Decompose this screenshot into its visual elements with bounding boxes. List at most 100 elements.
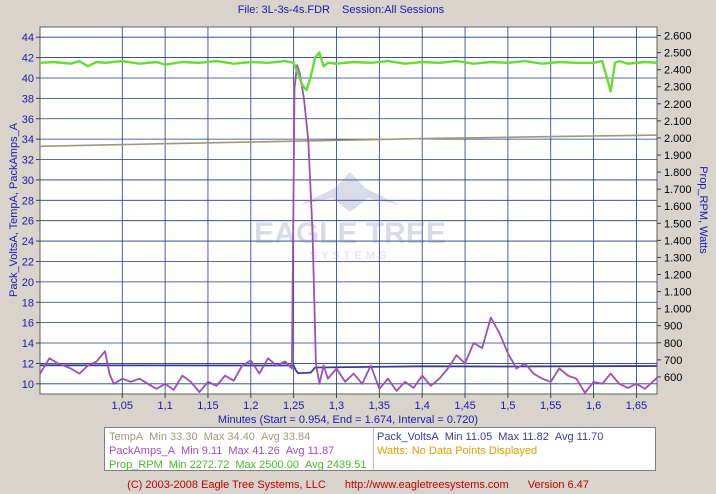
y-left-tick-label: 40 (22, 73, 34, 85)
y-left-tick-label: 10 (22, 379, 34, 391)
y-right-tick-label: 600 (664, 372, 682, 384)
y-right-tick-label: 1.700 (664, 184, 692, 196)
y-right-tick-label: 2.200 (664, 99, 692, 111)
x-tick-label: 1,45 (454, 400, 475, 412)
y-left-tick-label: 38 (22, 93, 34, 105)
legend-avg: Avg 2439.51 (304, 459, 367, 471)
legend-name: TempA (109, 431, 144, 443)
legend-name: Prop_RPM (109, 459, 163, 471)
y-right-tick-label: 1.200 (664, 270, 692, 282)
x-tick-label: 1,2 (243, 400, 258, 412)
grid (40, 27, 657, 394)
y-left-tick-label: 26 (22, 216, 34, 228)
y-right-tick-label: 1.000 (664, 304, 692, 316)
legend-item-pack-volts: Pack_VoltsA Min 11.05 Max 11.82 Avg 11.70 (377, 430, 609, 444)
y-right-tick-label: 2.100 (664, 116, 692, 128)
x-tick-label: 1,35 (369, 400, 390, 412)
legend-name: PackAmps_A (109, 445, 176, 457)
legend-left-column: TempA Min 33.30 Max 34.40 Avg 33.84 PackAmp… (109, 430, 373, 472)
y-right-tick-label: 1.500 (664, 218, 692, 230)
legend-item-prop-rpm: Prop_RPM Min 2272.72 Max 2500.00 Avg 2439.5… (109, 458, 373, 472)
y-left-tick-label: 20 (22, 277, 34, 289)
x-tick-label: 1,05 (112, 400, 133, 412)
y-right-tick-label: 2.500 (664, 48, 692, 60)
watermark: EAGLE TREE SYSTEMS (254, 172, 446, 262)
watermark-brand: EAGLE TREE (254, 217, 446, 250)
legend-item-packamps: PackAmps_A Min 9.11 Max 41.26 Avg 11.87 (109, 444, 373, 458)
y-right-tick-label: 1.800 (664, 167, 692, 179)
legend-item-watts: Watts: No Data Points Displayed (377, 444, 609, 458)
version: Version 6.47 (527, 479, 589, 491)
series-line-prop-rpm (39, 51, 658, 93)
y-axis-right-label: Prop_RPM, Watts (697, 166, 709, 254)
y-left-tick-label: 24 (22, 236, 34, 248)
x-tick-label: 1,6 (586, 400, 601, 412)
y-left-tick-label: 14 (22, 338, 34, 350)
y-left-tick-label: 42 (22, 53, 34, 65)
x-tick-label: 1,4 (415, 400, 430, 412)
legend-min: Min 33.30 (149, 431, 198, 443)
x-tick-label: 1,55 (540, 400, 561, 412)
legend-max: Max 41.26 (228, 445, 280, 457)
legend-name: Watts (377, 445, 405, 457)
legend-avg: Avg 11.70 (554, 431, 604, 443)
legend: TempA Min 33.30 Max 34.40 Avg 33.84 PackAmp… (104, 427, 656, 471)
y-left-tick-label: 32 (22, 155, 34, 167)
legend-min: Min 11.05 (444, 431, 493, 443)
y-axis-left-label: Pack_VoltsA, TempA, PackAmps_A (8, 122, 20, 297)
plot-area (39, 26, 658, 395)
website-link[interactable]: http://www.eagletreesystems.com (344, 479, 509, 491)
legend-item-tempa: TempA Min 33.30 Max 34.40 Avg 33.84 (109, 430, 373, 444)
footer: (C) 2003-2008 Eagle Tree Systems, LLC ht… (0, 478, 716, 492)
y-left-tick-label: 16 (22, 318, 34, 330)
y-left-tick-label: 36 (22, 114, 34, 126)
chart-header-file: File: 3L-3s-4s.FDR (238, 4, 330, 16)
legend-divider (373, 428, 374, 470)
y-left-tick-label: 30 (22, 175, 34, 187)
legend-min: Min 9.11 (181, 445, 223, 457)
legend-avg: Avg 11.87 (285, 445, 335, 457)
x-tick-label: 1,1 (157, 400, 172, 412)
y-left-tick-label: 28 (22, 195, 34, 207)
legend-right-column: Pack_VoltsA Min 11.05 Max 11.82 Avg 11.70 W… (377, 430, 609, 458)
legend-avg: Avg 33.84 (260, 431, 311, 443)
y-left-tick-label: 44 (22, 32, 34, 44)
chart-header-session: Session:All Sessions (342, 4, 445, 16)
y-right-tick-label: 800 (664, 338, 682, 350)
watermark-sub: SYSTEMS (310, 250, 391, 262)
legend-min: Min 2272.72 (168, 459, 230, 471)
y-right-tick-label: 2.400 (664, 65, 692, 77)
x-tick-label: 1,3 (329, 400, 344, 412)
y-right-tick-label: 1.900 (664, 150, 692, 162)
legend-max: Max 2500.00 (235, 459, 299, 471)
y-right-tick-label: 1.100 (664, 287, 692, 299)
y-right-tick-label: 2.600 (664, 31, 692, 43)
y-right-tick-label: 900 (664, 321, 682, 333)
legend-max: Max 34.40 (203, 431, 255, 443)
x-axis-label: Minutes (Start = 0.954, End = 1.674, Int… (218, 414, 478, 426)
y-right-tick-label: 700 (664, 355, 682, 367)
y-left-tick-label: 34 (22, 134, 34, 146)
x-tick-label: 1,15 (197, 400, 218, 412)
ticks-layer: 1,05 1,1 1,15 1,2 1,25 1,3 1,35 1,4 1,45 1,5 1,55 1… (22, 31, 692, 412)
y-right-tick-label: 1.400 (664, 235, 692, 247)
eagle-logo-icon (300, 172, 400, 212)
legend-max: Max 11.82 (498, 431, 549, 443)
y-right-tick-label: 1.300 (664, 252, 692, 264)
y-left-tick-label: 18 (22, 297, 34, 309)
x-tick-label: 1,25 (283, 400, 304, 412)
legend-note: No Data Points Displayed (411, 445, 538, 457)
y-right-tick-label: 1.600 (664, 201, 692, 213)
x-tick-label: 1,65 (626, 400, 647, 412)
series-line-pack-voltsa (39, 364, 658, 375)
y-left-tick-label: 22 (22, 256, 34, 268)
series-layer (39, 51, 658, 394)
series-line-tempa (39, 134, 658, 148)
series-line-packamps-a (39, 64, 658, 394)
y-right-tick-label: 2.300 (664, 82, 692, 94)
y-right-tick-label: 2.000 (664, 133, 692, 145)
copyright: (C) 2003-2008 Eagle Tree Systems, LLC (127, 479, 326, 491)
legend-colon: : (404, 445, 408, 457)
y-left-tick-label: 12 (22, 358, 34, 370)
